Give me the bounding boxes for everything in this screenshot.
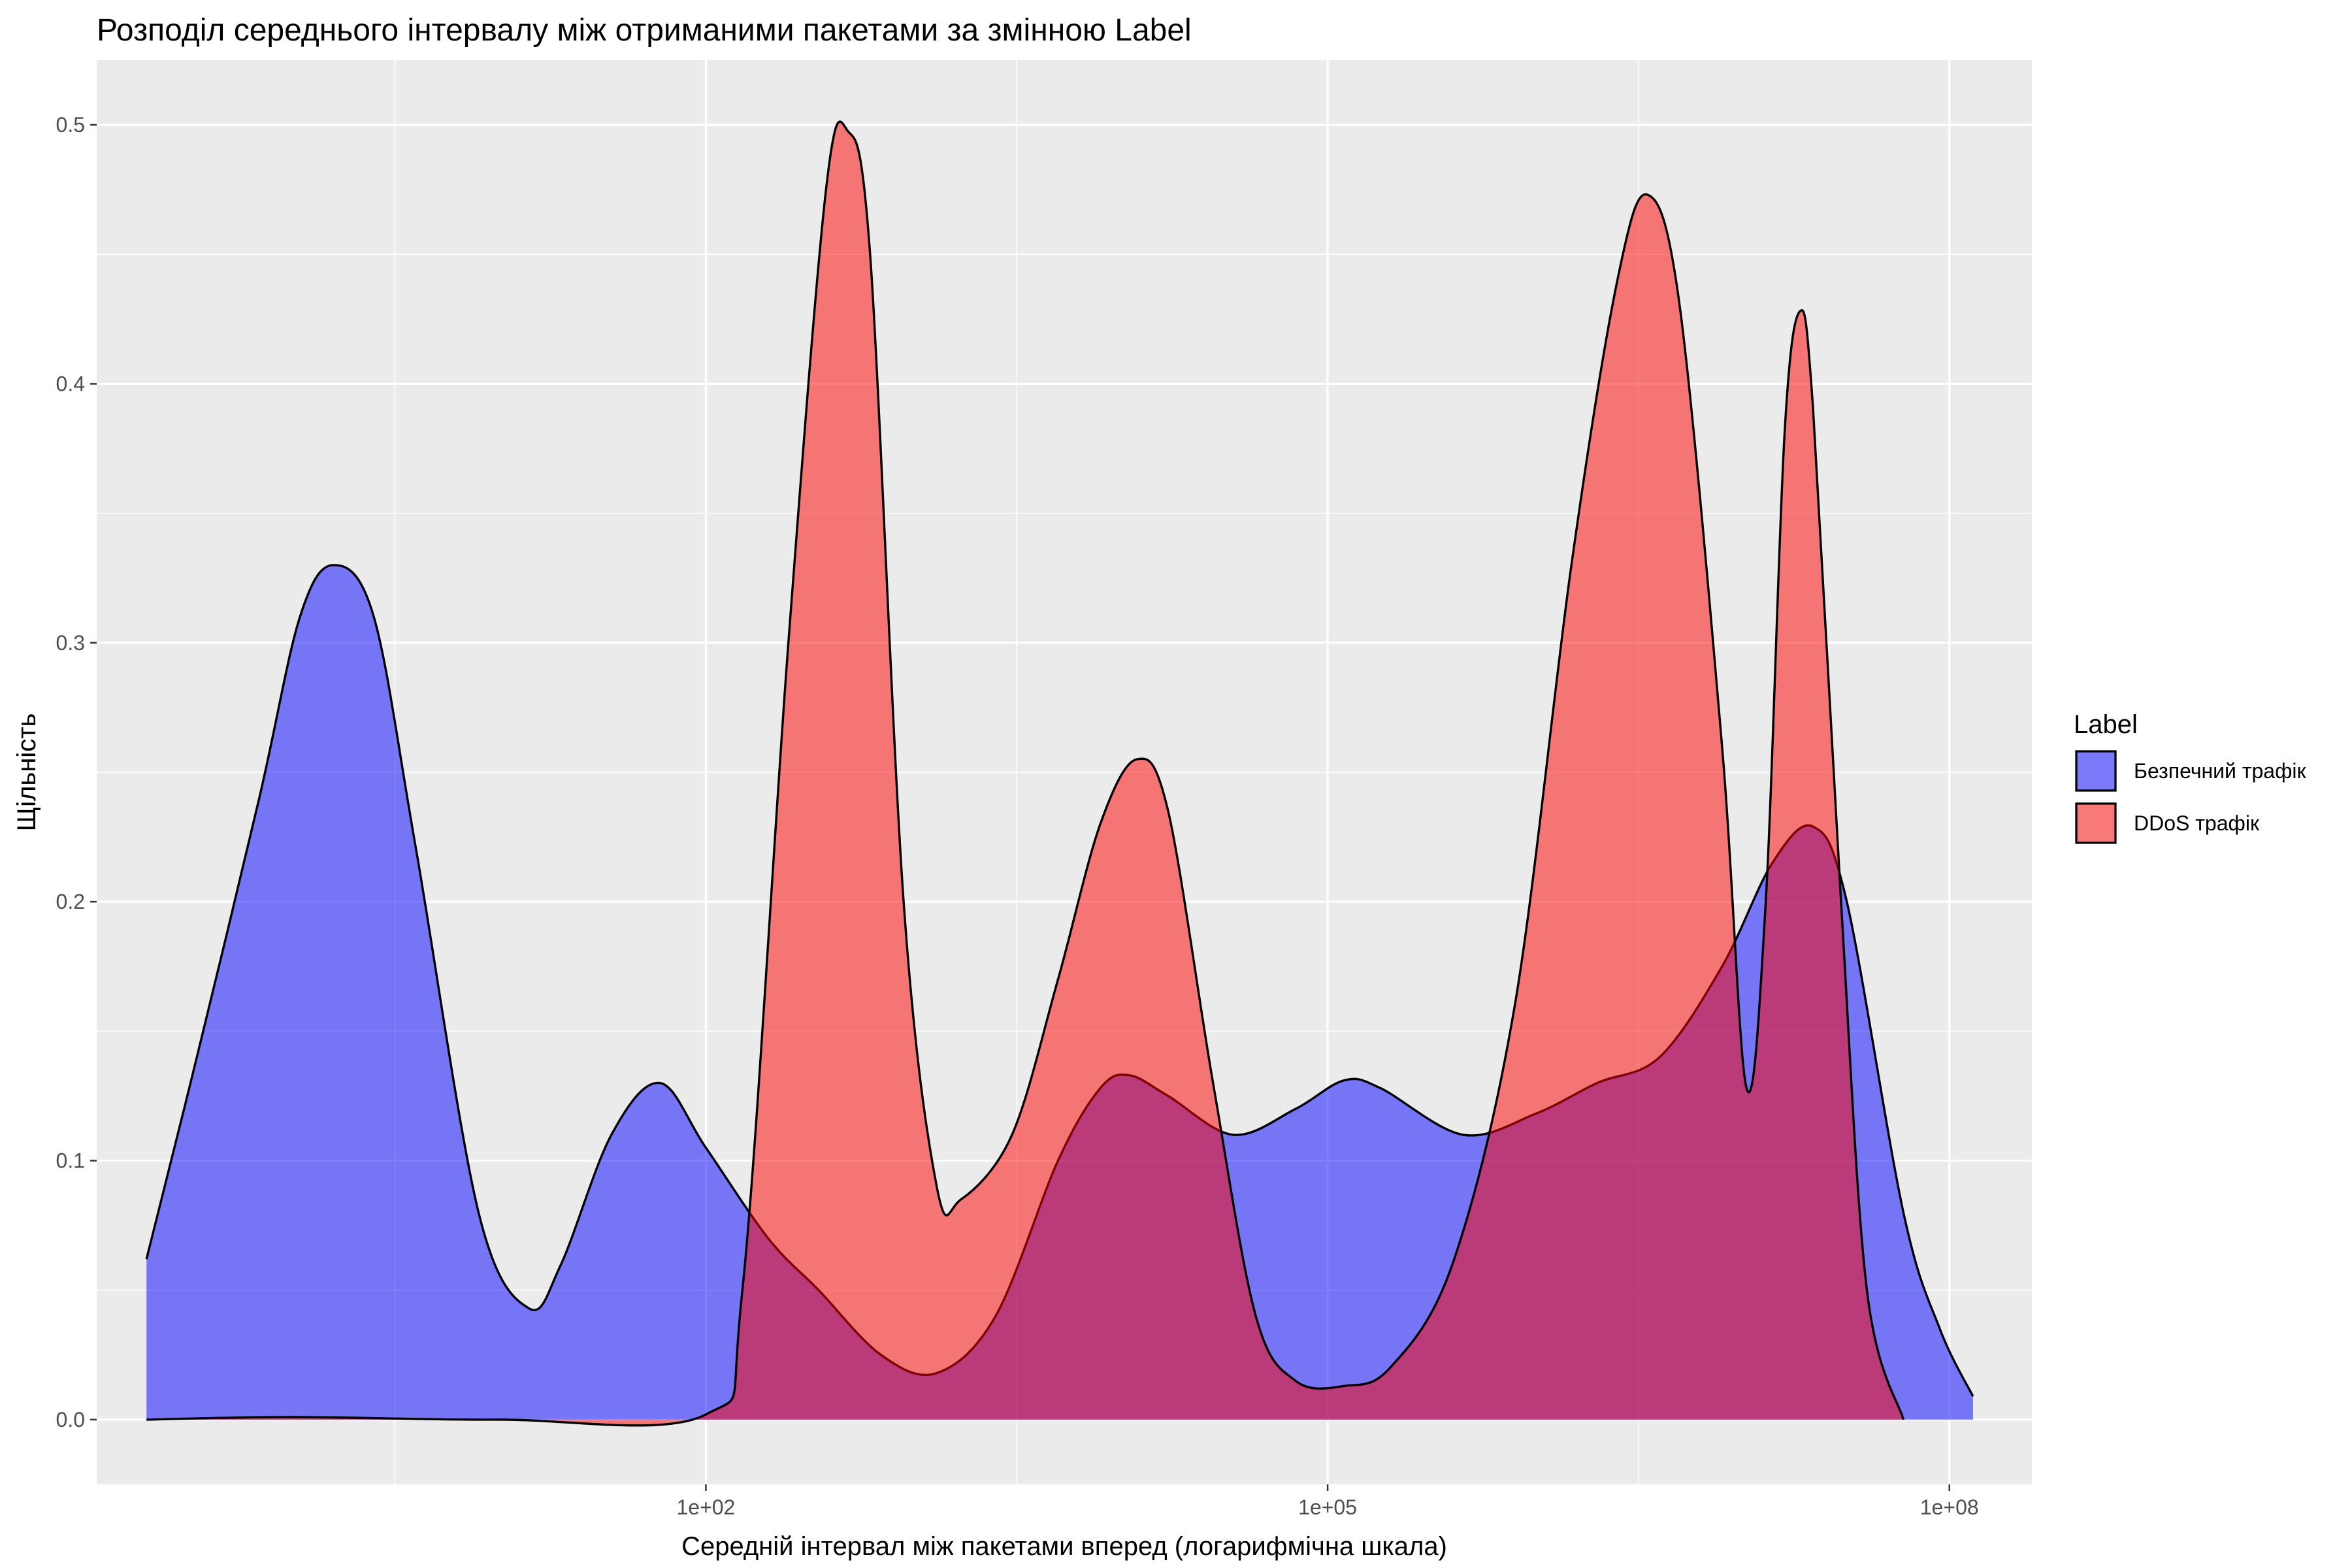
y-tick-label: 0.1 — [56, 1149, 85, 1173]
density-line-1 — [146, 120, 1905, 1427]
chart-title: Розподіл середнього інтервалу між отрима… — [97, 13, 1192, 48]
series-1 — [146, 120, 1905, 1427]
x-tick-label: 1e+08 — [1920, 1495, 1979, 1519]
x-tick-label: 1e+02 — [676, 1495, 735, 1519]
legend-label-0: Безпечний трафік — [2134, 759, 2307, 783]
legend-title: Label — [2074, 710, 2138, 739]
y-tick-label: 0.3 — [56, 631, 85, 655]
legend-items: Безпечний трафік DDoS трафік — [2075, 750, 2307, 844]
x-axis: 1e+02 1e+05 1e+08 — [676, 1484, 1979, 1519]
legend-swatch-1 — [2075, 802, 2117, 844]
x-axis-title: Середній інтервал між пакетами вперед (л… — [681, 1532, 1447, 1561]
x-tick-label: 1e+05 — [1298, 1495, 1357, 1519]
density-area-1 — [146, 122, 1904, 1426]
legend-swatch-0 — [2075, 750, 2117, 792]
density-series — [145, 120, 1974, 1427]
y-axis: 0.0 0.1 0.2 0.3 0.4 0.5 — [56, 113, 97, 1431]
legend-label-1: DDoS трафік — [2134, 811, 2260, 835]
y-tick-label: 0.4 — [56, 372, 85, 395]
legend: Label Безпечний трафік DDoS трафік — [2074, 710, 2307, 844]
y-tick-label: 0.2 — [56, 890, 85, 913]
y-tick-label: 0.0 — [56, 1408, 85, 1431]
y-axis-title: Щільність — [12, 713, 41, 832]
y-tick-label: 0.5 — [56, 113, 85, 137]
